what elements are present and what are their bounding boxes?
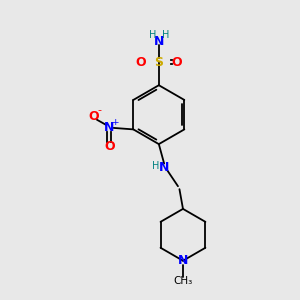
Text: N: N	[178, 254, 188, 267]
Text: -: -	[98, 105, 102, 115]
Text: O: O	[172, 56, 182, 69]
Text: N: N	[154, 34, 164, 48]
Text: H: H	[152, 160, 160, 171]
Text: O: O	[104, 140, 115, 153]
Text: H: H	[162, 30, 169, 40]
Text: O: O	[88, 110, 99, 123]
Text: S: S	[154, 56, 163, 69]
Text: H: H	[149, 30, 156, 40]
Text: O: O	[135, 56, 146, 69]
Text: N: N	[104, 122, 114, 134]
Text: +: +	[111, 118, 118, 127]
Text: N: N	[159, 160, 169, 174]
Text: CH₃: CH₃	[173, 276, 193, 286]
